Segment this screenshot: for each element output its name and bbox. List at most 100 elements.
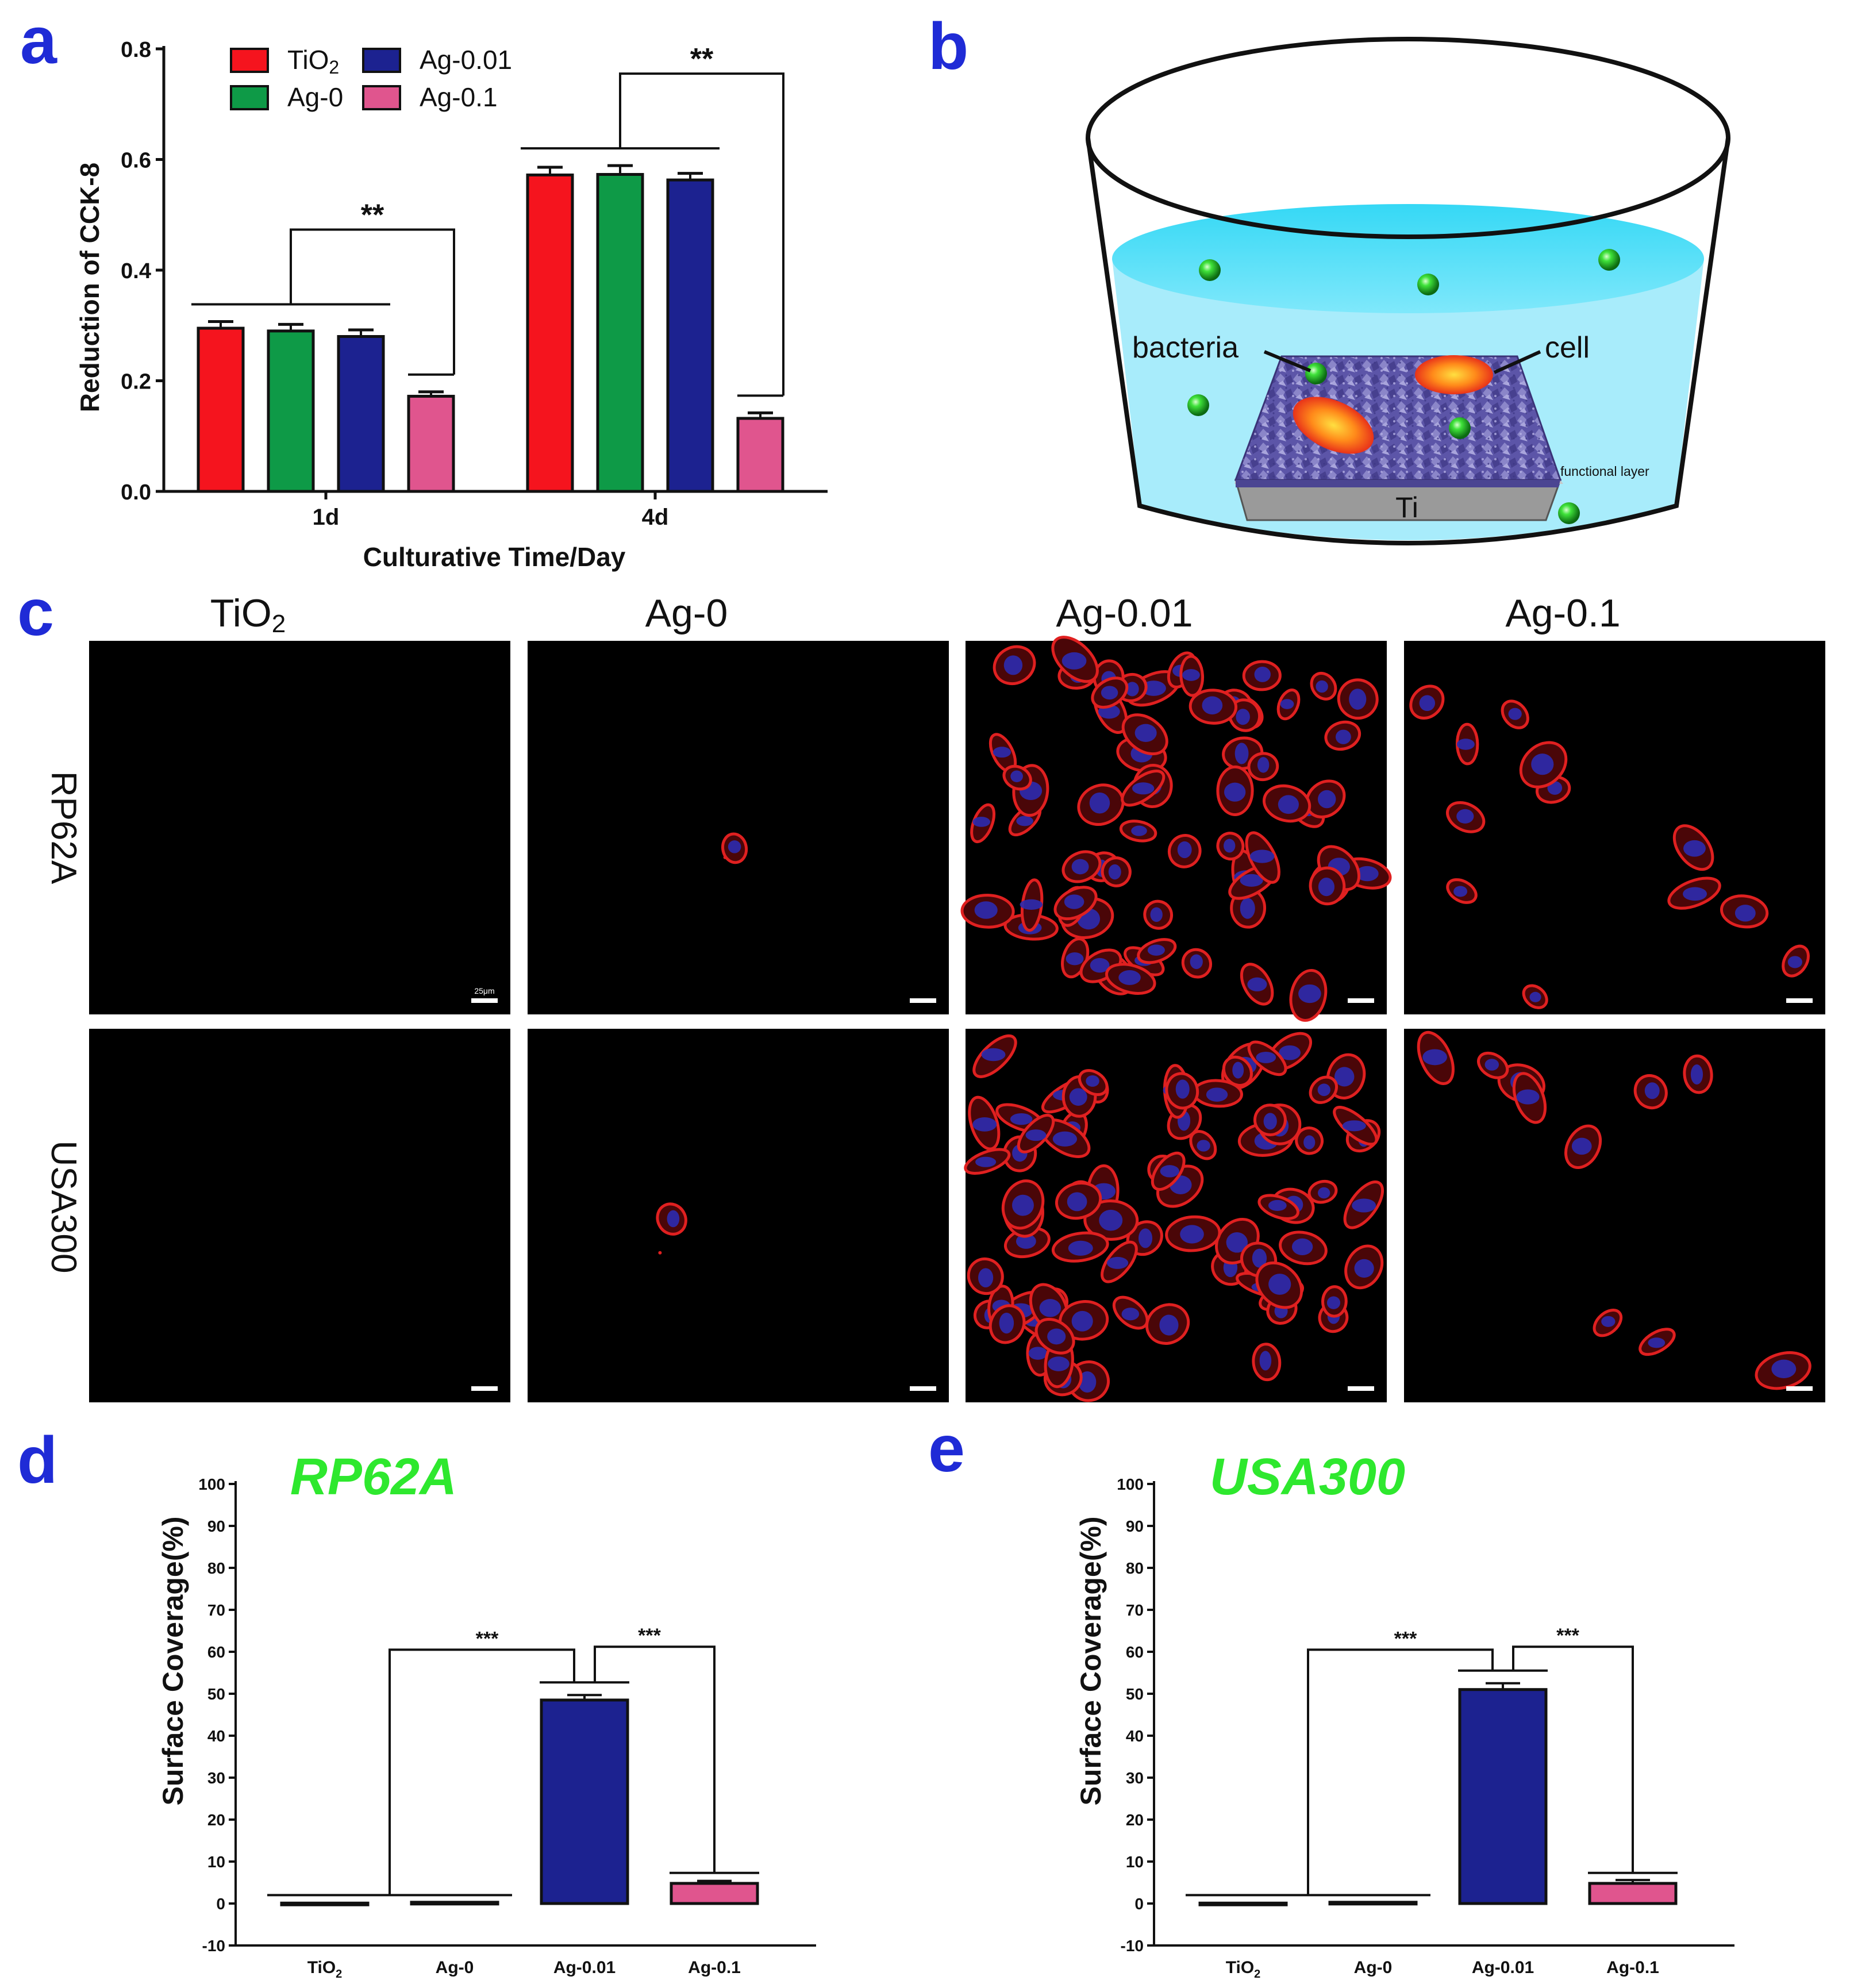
c-cell-nucleus — [1683, 840, 1706, 857]
c-cell-nucleus — [1787, 956, 1802, 968]
c-cell-nucleus — [1197, 1140, 1210, 1152]
cell-label: cell — [1545, 331, 1590, 364]
c-col-header: Ag-0.1 — [1505, 591, 1620, 635]
c-cell-nucleus — [1280, 699, 1294, 709]
c-scale-bar — [471, 1386, 498, 1391]
c-cell-nucleus — [1047, 1328, 1066, 1345]
c-cell-nucleus — [1249, 849, 1275, 863]
c-cell-nucleus — [1224, 782, 1246, 802]
mammalian-cell-2 — [1293, 397, 1374, 454]
a-y-tick-label: 0.4 — [121, 259, 151, 283]
bacterium — [1305, 363, 1327, 384]
significance-bracket — [1307, 1648, 1494, 1895]
c-cell-nucleus — [993, 747, 1011, 758]
legend-swatch-ag01 — [362, 85, 401, 110]
panel-label-b: b — [928, 10, 968, 83]
c-cell-nucleus — [1016, 1233, 1036, 1249]
legend-label-tio2: TiO2 — [287, 45, 339, 78]
y-tick-label: 70 — [1126, 1601, 1144, 1619]
y-tick-label: 20 — [1126, 1811, 1144, 1829]
c-cell-nucleus — [978, 1268, 994, 1288]
c-cell-nucleus — [1177, 841, 1192, 859]
bar — [670, 1882, 759, 1905]
c-cell-nucleus — [1419, 695, 1436, 712]
c-cell-nucleus — [1016, 816, 1033, 826]
c-cell-nucleus — [1064, 894, 1084, 909]
a-x-tick-label: 1d — [313, 505, 340, 530]
c-cell-nucleus — [1202, 696, 1223, 715]
panel-e-chart: USA300 Surface Coverage(%) -10 0 10 20 30 40 5… — [1075, 1448, 1734, 1981]
c-micrograph — [528, 641, 949, 1014]
y-tick-label: 90 — [207, 1517, 225, 1535]
y-tick-label: -10 — [1121, 1937, 1144, 1955]
x-tick-label: Ag-0 — [1354, 1958, 1393, 1977]
y-tick-label: 30 — [1126, 1769, 1144, 1787]
y-tick-label: 80 — [207, 1559, 225, 1577]
bar — [540, 1698, 629, 1905]
c-scale-bar — [1348, 998, 1374, 1003]
c-speck — [723, 855, 727, 859]
panel-label-a: a — [20, 4, 57, 78]
c-cell-nucleus — [1268, 1199, 1287, 1212]
c-cell-nucleus — [1263, 1113, 1277, 1130]
c-cell-nucleus — [1101, 686, 1118, 700]
c-col-header: TiO2 — [210, 591, 286, 638]
c-cell-nucleus — [1316, 680, 1328, 693]
c-cell-nucleus — [1516, 1089, 1540, 1105]
c-cell-nucleus — [1141, 680, 1166, 696]
a-significance-bracket — [619, 72, 784, 396]
c-scale-bar — [1786, 998, 1813, 1003]
c-cell-nucleus — [1456, 809, 1474, 824]
c-cell-nucleus — [1147, 944, 1165, 956]
c-cell-nucleus — [1571, 1137, 1592, 1155]
c-cell-nucleus — [1291, 1238, 1313, 1256]
c-cell-nucleus — [1138, 1228, 1153, 1248]
c-cell-nucleus — [1226, 1232, 1248, 1253]
c-cell-nucleus — [1182, 669, 1200, 681]
y-tick-label: 50 — [207, 1685, 225, 1703]
a-significance-bracket — [290, 228, 455, 375]
y-tick-label: 60 — [207, 1643, 225, 1661]
c-cell-nucleus — [1020, 899, 1043, 910]
c-cell-nucleus — [1039, 1299, 1061, 1317]
c-cell-nucleus — [1010, 1113, 1033, 1125]
bacterium — [1449, 417, 1471, 439]
c-cell-nucleus — [1335, 729, 1351, 744]
c-cell-nucleus — [1422, 1049, 1447, 1066]
c-cell-nucleus — [1529, 991, 1541, 1002]
bar — [1588, 1882, 1678, 1905]
c-cell-nucleus — [1121, 1308, 1140, 1321]
c-scale-bar — [910, 1386, 936, 1391]
c-cell-nucleus — [1342, 1120, 1366, 1132]
y-tick-label: 10 — [1126, 1853, 1144, 1871]
c-cell-nucleus — [972, 817, 990, 827]
a-x-tick-label: 4d — [642, 505, 669, 530]
x-tick-label: Ag-0.01 — [553, 1958, 616, 1977]
c-cell-nucleus — [981, 1048, 1006, 1062]
c-speck — [658, 1251, 662, 1255]
c-cell-nucleus — [1061, 652, 1087, 670]
y-tick-label: -10 — [202, 1937, 225, 1955]
c-scale-text: 25μm — [474, 986, 494, 995]
c-cell-nucleus — [1025, 1129, 1047, 1141]
c-cell-nucleus — [1734, 905, 1756, 922]
d-title: RP62A — [290, 1448, 457, 1506]
c-micrograph — [528, 1029, 949, 1402]
c-cell-nucleus — [1352, 1198, 1376, 1213]
c-cell-nucleus — [1048, 1356, 1070, 1371]
legend-swatch-ag0 — [230, 85, 269, 110]
e-ylabel: Surface Coverage(%) — [1075, 1517, 1107, 1806]
x-tick-label: Ag-0 — [436, 1958, 474, 1977]
c-cell-nucleus — [974, 901, 998, 919]
c-cell-nucleus — [975, 1156, 997, 1167]
c-row-header-usa300: USA300 — [44, 1141, 83, 1274]
c-cell-nucleus — [1068, 1240, 1093, 1256]
c-cell-nucleus — [1089, 792, 1110, 814]
significance-bracket — [594, 1645, 716, 1873]
y-tick-label: 100 — [1117, 1475, 1144, 1493]
c-cell-nucleus — [1234, 743, 1249, 764]
x-tick-label: TiO2 — [307, 1958, 343, 1981]
c-cell-nucleus — [1356, 866, 1379, 882]
water-surface — [1112, 204, 1704, 313]
c-cell-nucleus — [1453, 886, 1468, 897]
